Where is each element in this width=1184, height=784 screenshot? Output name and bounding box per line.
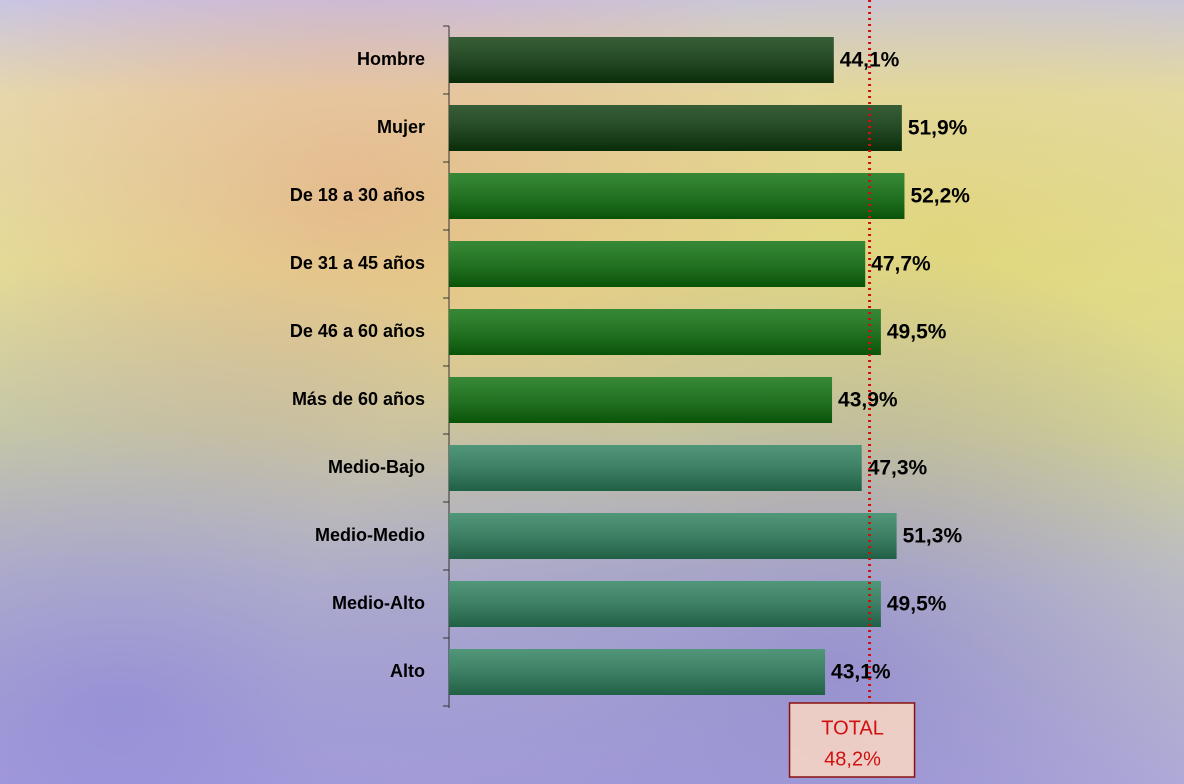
y-tick-label: De 18 a 30 años [290,185,425,205]
data-label: 49,5% [887,321,947,344]
reference-value-label: 48,2% [824,748,881,770]
bar-shade [449,377,832,423]
bar-shade [449,581,881,627]
y-tick-label: Alto [390,661,425,681]
y-tick-label: Hombre [357,49,425,69]
bar-shade [449,173,904,219]
reference-label: TOTAL [821,717,884,739]
data-label: 43,1% [831,661,891,684]
bar-shade [449,105,902,151]
data-label: 47,7% [871,253,931,276]
data-label: 51,3% [903,525,963,548]
y-tick-label: Medio-Bajo [328,457,425,477]
bar-shade [449,513,897,559]
y-tick-label: Más de 60 años [292,389,425,409]
data-label: 52,2% [910,185,970,208]
bar-shade [449,649,825,695]
y-tick-label: Medio-Medio [315,525,425,545]
chart: Hombre44,1%Mujer51,9%De 18 a 30 años52,2… [0,0,1184,784]
y-tick-label: Mujer [377,117,425,137]
data-label: 49,5% [887,593,947,616]
bar-shade [449,445,862,491]
bar-shade [449,309,881,355]
y-tick-label: Medio-Alto [332,593,425,613]
data-label: 51,9% [908,117,968,140]
bar-shade [449,37,834,83]
y-tick-label: De 31 a 45 años [290,253,425,273]
data-label: 47,3% [868,457,928,480]
page: Hombre44,1%Mujer51,9%De 18 a 30 años52,2… [0,0,1184,784]
data-label: 43,9% [838,389,898,412]
y-tick-label: De 46 a 60 años [290,321,425,341]
bar-shade [449,241,865,287]
